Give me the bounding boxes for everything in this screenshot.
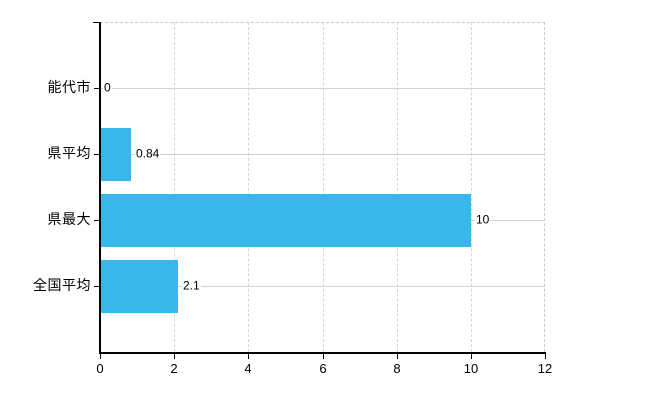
gridline-horizontal: [100, 154, 545, 155]
x-tick-mark: [248, 354, 249, 359]
gridline-horizontal: [100, 88, 545, 89]
gridline-vertical: [471, 22, 472, 352]
bar: [101, 128, 131, 181]
x-tick-mark: [397, 354, 398, 359]
bar: [101, 194, 471, 247]
x-tick-label: 0: [96, 361, 104, 376]
gridline-vertical: [397, 22, 398, 352]
category-tick-mark: [94, 154, 100, 155]
bar: [101, 260, 178, 313]
category-tick-mark: [94, 88, 100, 89]
x-tick-label: 4: [244, 361, 252, 376]
category-label: 県平均: [47, 145, 91, 162]
category-tick-mark: [94, 220, 100, 221]
value-label: 0.84: [135, 146, 161, 161]
value-label: 2.1: [182, 278, 201, 293]
value-label: 0: [103, 80, 112, 95]
x-tick-label: 8: [393, 361, 401, 376]
y-axis: [99, 22, 101, 354]
y-axis-end-tick: [93, 22, 100, 23]
gridline-vertical: [248, 22, 249, 352]
category-label: 県最大: [47, 211, 91, 228]
x-tick-mark: [545, 354, 546, 359]
x-tick-label: 12: [537, 361, 553, 376]
x-tick-mark: [323, 354, 324, 359]
x-axis: [99, 352, 546, 354]
x-tick-label: 10: [463, 361, 479, 376]
value-label: 10: [475, 212, 491, 227]
gridline-horizontal: [100, 286, 545, 287]
x-tick-mark: [100, 354, 101, 359]
x-tick-mark: [471, 354, 472, 359]
category-label: 能代市: [47, 79, 91, 96]
category-label: 全国平均: [33, 277, 91, 294]
category-tick-mark: [94, 286, 100, 287]
x-tick-label: 6: [319, 361, 327, 376]
x-tick-label: 2: [170, 361, 178, 376]
gridline-vertical: [174, 22, 175, 352]
gridline-vertical: [323, 22, 324, 352]
plot-border: [100, 22, 545, 352]
x-tick-mark: [174, 354, 175, 359]
